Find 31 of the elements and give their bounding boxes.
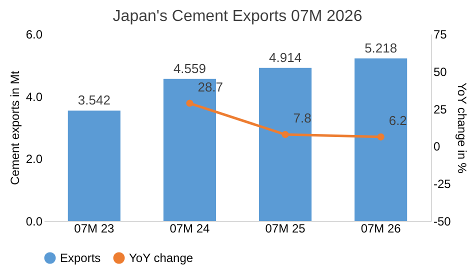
data-label: 3.542 [78, 92, 110, 108]
y-tick-label: 4.0 [26, 90, 43, 104]
x-tick-label: 07M 26 [360, 222, 402, 236]
point [377, 133, 384, 140]
y2-tick-label: -50 [434, 214, 452, 228]
chart-title: Japan's Cement Exports 07M 2026 [112, 8, 362, 25]
bar [354, 58, 408, 221]
x-tick-label: 07M 24 [170, 222, 210, 236]
y2-tick-label: -25 [434, 177, 452, 192]
y2-tick-label: 50 [434, 64, 448, 79]
y2-tick-label: 25 [434, 102, 448, 116]
y-tick-label: 2.0 [26, 152, 43, 166]
point [282, 131, 289, 138]
y-tick-label: 6.0 [26, 28, 43, 42]
data-label: 7.8 [293, 110, 312, 126]
y2-tick-label: 75 [434, 28, 448, 42]
data-label: 5.218 [364, 40, 398, 56]
data-label: 4.559 [173, 60, 206, 76]
bar [68, 110, 120, 221]
legend-label: Exports [60, 251, 101, 265]
x-tick-label: 07M 25 [265, 222, 306, 236]
y2-axis-title: YoY change in % [454, 82, 469, 174]
y2-tick-label: 0 [434, 140, 440, 154]
y-axis-title: Cement exports in Mt [8, 70, 22, 186]
y-tick-label: 0.0 [26, 214, 43, 228]
data-label: 6.2 [388, 112, 407, 128]
legend-label: YoY change [129, 251, 194, 265]
x-tick-label: 07M 23 [74, 222, 115, 236]
data-label: 4.914 [269, 50, 302, 65]
point [186, 100, 194, 107]
bar [259, 68, 312, 221]
